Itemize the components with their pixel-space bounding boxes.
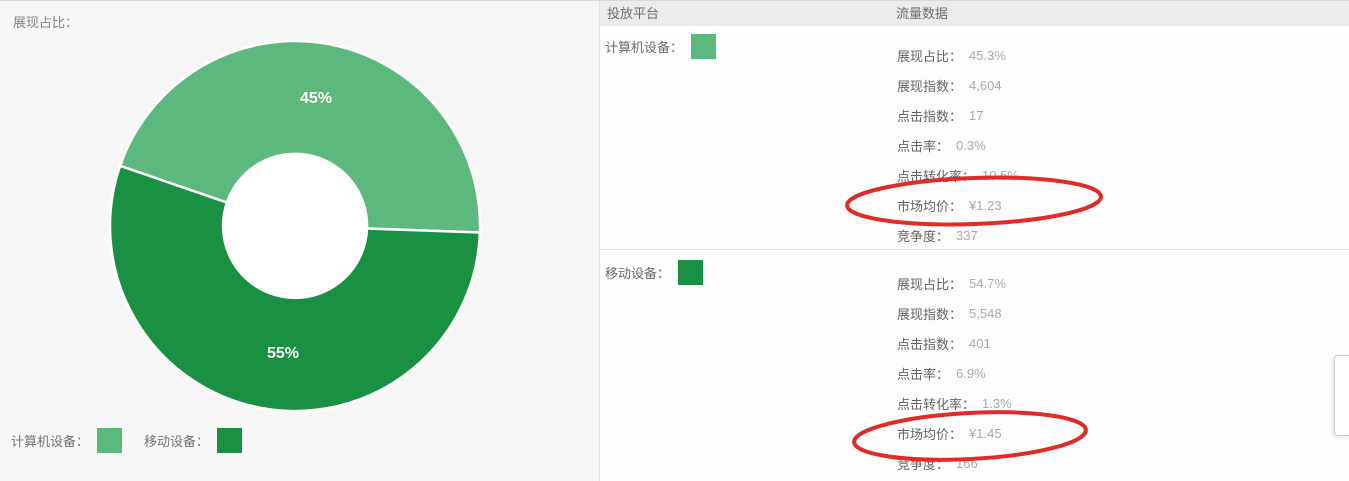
traffic-data-table: 投放平台 流量数据 计算机设备： 展现占比： 45.3% 展现指数： 4,604 点… xyxy=(599,1,1349,481)
impression-share-panel: 展现占比： 45% 55% 计算机设备： 移动设备： xyxy=(0,1,599,481)
legend-label: 移动设备： xyxy=(144,434,210,449)
metric-click-rate: 点击率： 0.3% xyxy=(897,137,986,154)
platform-label: 移动设备： xyxy=(605,266,671,281)
donut-slice-mobile[interactable] xyxy=(108,164,482,413)
platform-cell: 移动设备： xyxy=(605,260,704,285)
metric-impression-index: 展现指数： 5,548 xyxy=(897,305,1002,322)
legend-item-mobile[interactable]: 移动设备： xyxy=(144,428,243,453)
platform-cell: 计算机设备： xyxy=(605,34,717,59)
donut-hole xyxy=(224,155,366,297)
metric-impression-share: 展现占比： 54.7% xyxy=(897,275,1006,292)
metric-market-price: 市场均价： ¥1.45 xyxy=(897,425,1002,442)
table-header: 投放平台 流量数据 xyxy=(600,1,1349,26)
platform-swatch-mobile xyxy=(678,260,704,285)
donut-chart: 45% 55% xyxy=(108,39,482,413)
donut-label-45: 45% xyxy=(300,90,332,107)
table-row-computer: 计算机设备： 展现占比： 45.3% 展现指数： 4,604 点击指数： 17 点击率… xyxy=(600,26,1349,250)
metric-competition: 竞争度： 166 xyxy=(897,455,978,472)
metric-impression-index: 展现指数： 4,604 xyxy=(897,77,1002,94)
legend-swatch-computer xyxy=(97,428,123,453)
header-platform: 投放平台 xyxy=(607,6,660,21)
table-row-mobile: 移动设备： 展现占比： 54.7% 展现指数： 5,548 点击指数： 401 点击率… xyxy=(600,250,1349,481)
platform-label: 计算机设备： xyxy=(605,40,684,55)
donut-label-55: 55% xyxy=(267,345,299,362)
metric-click-index: 点击指数： 401 xyxy=(897,335,991,352)
legend-label: 计算机设备： xyxy=(11,434,90,449)
legend-swatch-mobile xyxy=(217,428,243,453)
panel-title: 展现占比： xyxy=(13,15,79,30)
chart-legend: 计算机设备： 移动设备： xyxy=(11,428,243,453)
floating-panel-edge[interactable] xyxy=(1334,355,1349,436)
metric-market-price: 市场均价： ¥1.23 xyxy=(897,197,1002,214)
header-traffic: 流量数据 xyxy=(896,6,949,21)
metric-click-rate: 点击率： 6.9% xyxy=(897,365,986,382)
metric-competition: 竞争度： 337 xyxy=(897,227,978,244)
metric-click-conversion: 点击转化率： 1.3% xyxy=(897,395,1012,412)
metric-click-conversion: 点击转化率： 10.5% xyxy=(897,167,1019,184)
metrics-list: 展现占比： 45.3% 展现指数： 4,604 点击指数： 17 点击率： 0.3% 点… xyxy=(897,40,1019,250)
donut-slice-computer[interactable] xyxy=(118,39,482,234)
metric-click-index: 点击指数： 17 xyxy=(897,107,984,124)
legend-item-computer[interactable]: 计算机设备： xyxy=(11,428,123,453)
metric-impression-share: 展现占比： 45.3% xyxy=(897,47,1006,64)
metrics-list: 展现占比： 54.7% 展现指数： 5,548 点击指数： 401 点击率： 6.9% … xyxy=(897,268,1012,478)
platform-swatch-computer xyxy=(691,34,717,59)
